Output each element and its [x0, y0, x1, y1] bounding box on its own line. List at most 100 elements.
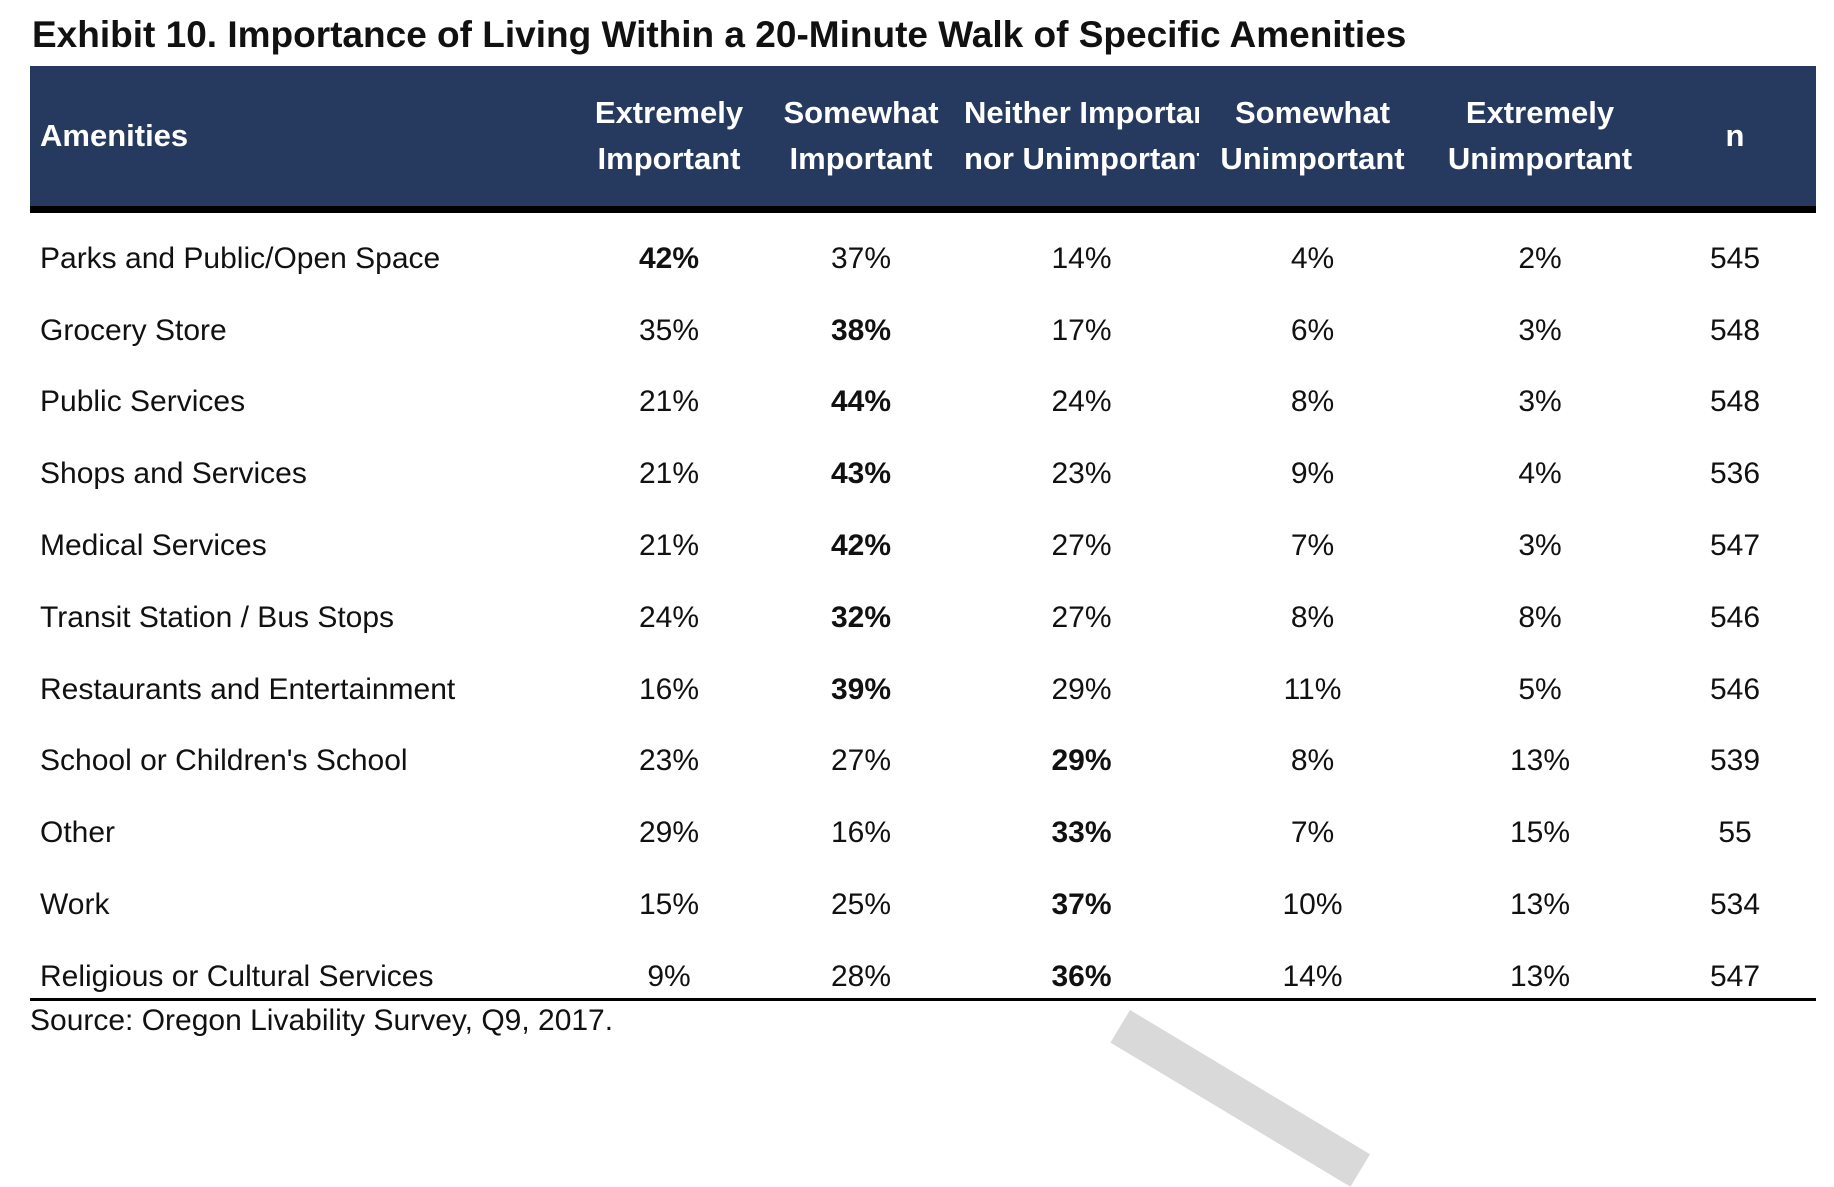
- percent-cell: 16%: [638, 672, 700, 706]
- percent-cell: 16%: [830, 816, 892, 850]
- percent-cell: 42%: [830, 529, 892, 563]
- amenity-label: Grocery Store: [40, 313, 227, 347]
- document-page: Exhibit 10. Importance of Living Within …: [30, 14, 1816, 1187]
- n-value-cell: 547: [1709, 529, 1761, 563]
- header-line: nor Unimportant: [964, 141, 1199, 176]
- percent-cell: 27%: [830, 744, 892, 778]
- percent-cell: 17%: [1051, 313, 1112, 347]
- n-value-cell: 548: [1709, 385, 1761, 419]
- percent-cell: 23%: [638, 744, 700, 778]
- percent-cell: 32%: [830, 600, 892, 634]
- percent-cell: 24%: [638, 600, 700, 634]
- header-neither: Neither Importan nor Unimportant: [964, 66, 1199, 206]
- percent-cell: 38%: [830, 313, 892, 347]
- table-row: Work 15% 25% 37% 10% 13% 534: [30, 869, 1816, 941]
- percent-cell: 6%: [1290, 313, 1335, 347]
- percent-cell: 23%: [1051, 457, 1112, 491]
- n-value-cell: 539: [1709, 744, 1761, 778]
- percent-cell: 35%: [638, 313, 700, 347]
- percent-cell: 42%: [638, 241, 700, 275]
- table-row: Shops and Services 21% 43% 23% 9% 4% 536: [30, 438, 1816, 510]
- percent-cell: 39%: [830, 672, 892, 706]
- table-body: Parks and Public/Open Space 42% 37% 14% 4% 2%…: [30, 213, 1816, 1013]
- table-row: Medical Services 21% 42% 27% 7% 3% 547: [30, 510, 1816, 582]
- percent-cell: 13%: [1509, 888, 1571, 922]
- percent-cell: 3%: [1518, 313, 1562, 347]
- n-value-cell: 546: [1709, 600, 1761, 634]
- header-extremely-unimportant: Extremely Unimportant: [1426, 66, 1654, 206]
- table-row: School or Children's School 23% 27% 29% 8% 13…: [30, 726, 1816, 798]
- n-value-cell: 545: [1709, 241, 1761, 275]
- percent-cell: 21%: [638, 529, 700, 563]
- percent-cell: 25%: [830, 888, 892, 922]
- header-line: Extremely: [1465, 95, 1615, 130]
- percent-cell: 10%: [1282, 888, 1343, 922]
- amenity-label: School or Children's School: [40, 744, 408, 778]
- percent-cell: 27%: [1051, 529, 1112, 563]
- header-line: Somewhat: [783, 95, 939, 130]
- amenity-label: Shops and Services: [40, 457, 307, 491]
- n-value-cell: 547: [1709, 959, 1761, 993]
- percent-cell: 8%: [1290, 744, 1335, 778]
- percent-cell: 27%: [1051, 600, 1112, 634]
- header-line: Unimportant: [1220, 141, 1405, 176]
- amenities-table-container: Amenities Extremely Important Somewhat I…: [30, 66, 1816, 1013]
- table-row: Grocery Store 35% 38% 17% 6% 3% 548: [30, 295, 1816, 367]
- header-n: n: [1725, 118, 1745, 153]
- table-row: Restaurants and Entertainment 16% 39% 29% 11…: [30, 654, 1816, 726]
- header-line: Neither Importan: [964, 95, 1199, 130]
- table-bottom-rule: [30, 998, 1816, 1001]
- amenity-label: Other: [40, 816, 116, 850]
- watermark-stripe: [1110, 1010, 1371, 1187]
- header-line: Important: [789, 141, 933, 176]
- percent-cell: 5%: [1518, 672, 1562, 706]
- percent-cell: 21%: [638, 457, 700, 491]
- percent-cell: 24%: [1051, 385, 1112, 419]
- percent-cell: 4%: [1518, 457, 1562, 491]
- percent-cell: 21%: [638, 385, 700, 419]
- table-row: Parks and Public/Open Space 42% 37% 14% 4% 2%…: [30, 213, 1816, 295]
- percent-cell: 44%: [830, 385, 892, 419]
- table-row: Transit Station / Bus Stops 24% 32% 27% 8% 8%…: [30, 582, 1816, 654]
- percent-cell: 8%: [1290, 600, 1335, 634]
- amenities-table: Amenities Extremely Important Somewhat I…: [30, 66, 1816, 1013]
- percent-cell: 13%: [1509, 959, 1571, 993]
- header-line: Extremely: [594, 95, 744, 130]
- percent-cell: 15%: [1509, 816, 1571, 850]
- header-line: Unimportant: [1447, 141, 1633, 176]
- table-row: Other 29% 16% 33% 7% 15% 55: [30, 797, 1816, 869]
- n-value-cell: 55: [1718, 816, 1752, 850]
- percent-cell: 2%: [1518, 241, 1562, 275]
- percent-cell: 14%: [1282, 959, 1343, 993]
- table-row: Religious or Cultural Services 9% 28% 36% 14…: [30, 941, 1816, 1013]
- table-header-row: Amenities Extremely Important Somewhat I…: [30, 66, 1816, 206]
- percent-cell: 7%: [1290, 529, 1335, 563]
- percent-cell: 29%: [1051, 672, 1112, 706]
- header-line: Somewhat: [1234, 95, 1391, 130]
- header-extremely-important: Extremely Important: [580, 66, 758, 206]
- percent-cell: 7%: [1290, 816, 1335, 850]
- percent-cell: 13%: [1509, 744, 1571, 778]
- percent-cell: 9%: [1290, 457, 1335, 491]
- amenity-label: Work: [40, 888, 110, 922]
- header-amenities: Amenities: [40, 118, 189, 153]
- n-value-cell: 536: [1709, 457, 1761, 491]
- amenity-label: Medical Services: [40, 529, 267, 563]
- n-value-cell: 534: [1709, 888, 1761, 922]
- percent-cell: 4%: [1290, 241, 1335, 275]
- percent-cell: 29%: [638, 816, 700, 850]
- amenity-label: Public Services: [40, 385, 246, 419]
- percent-cell: 37%: [830, 241, 892, 275]
- percent-cell: 3%: [1518, 385, 1562, 419]
- percent-cell: 14%: [1051, 241, 1112, 275]
- amenity-label: Transit Station / Bus Stops: [40, 600, 395, 634]
- percent-cell: 36%: [1051, 959, 1112, 993]
- header-rule: [30, 206, 1816, 213]
- percent-cell: 37%: [1051, 888, 1112, 922]
- percent-cell: 11%: [1283, 672, 1342, 706]
- percent-cell: 9%: [647, 959, 691, 993]
- percent-cell: 3%: [1518, 529, 1562, 563]
- header-somewhat-unimportant: Somewhat Unimportant: [1199, 66, 1426, 206]
- percent-cell: 43%: [830, 457, 892, 491]
- percent-cell: 33%: [1051, 816, 1112, 850]
